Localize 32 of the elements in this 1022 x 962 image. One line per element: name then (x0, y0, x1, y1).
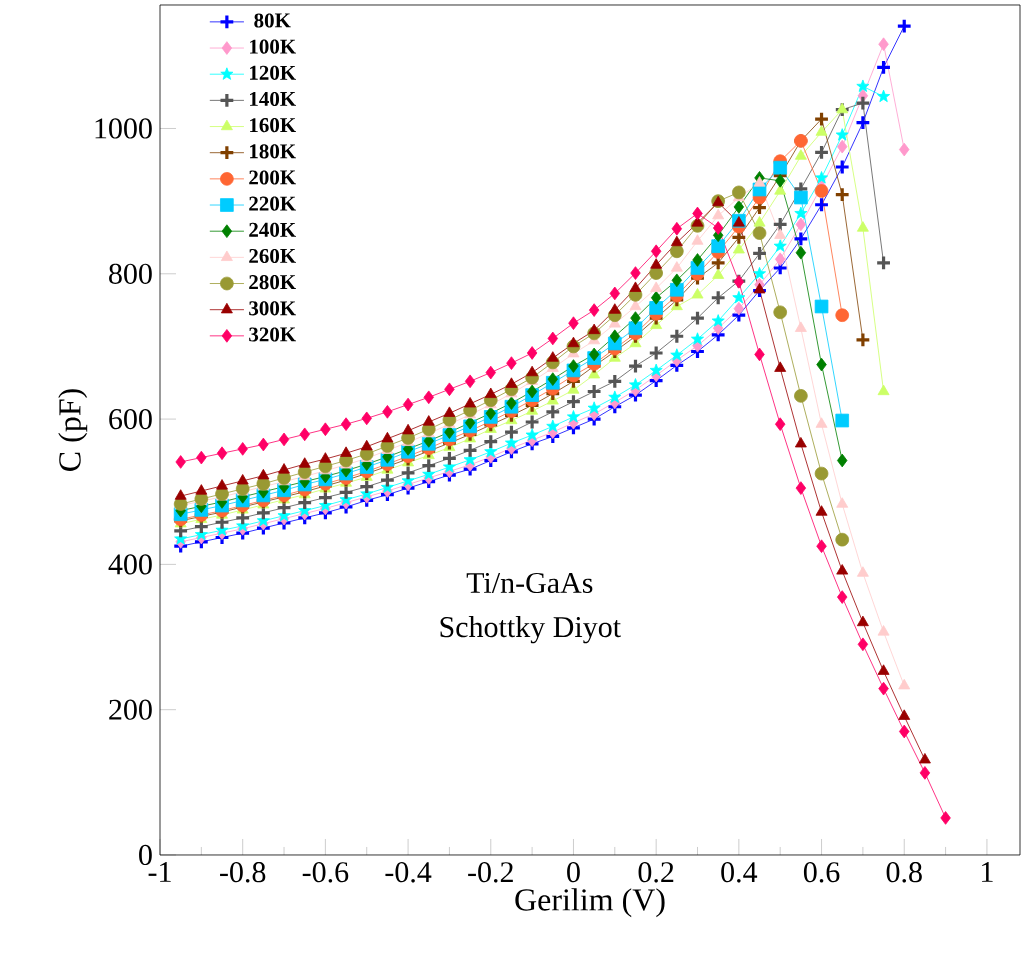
x-tick-label: 0.2 (638, 862, 674, 883)
y-tick-label: 800 (109, 263, 152, 284)
legend-label: 260K (249, 248, 296, 264)
legend-label: 120K (250, 65, 296, 80)
y-tick-label: 600 (109, 408, 152, 430)
x-tick-label: 0.6 (803, 862, 840, 883)
x-tick-label: -0.2 (468, 862, 513, 883)
legend-label: 180K (250, 144, 296, 159)
legend-label: 320K (249, 327, 296, 342)
legend-label: 280K (249, 275, 296, 290)
legend-label: 140K (250, 91, 296, 107)
legend-label: 200K (249, 170, 296, 185)
x-tick-label: 0 (567, 862, 580, 883)
y-axis-title: C (pF) (58, 389, 88, 471)
y-tick-label: 200 (109, 699, 152, 720)
legend-label: 220K (249, 196, 296, 211)
y-tick-label: 400 (108, 554, 152, 575)
x-tick-label: -0.4 (385, 862, 432, 883)
y-tick-label: 1000 (95, 118, 152, 139)
x-tick-label: 0.8 (886, 862, 922, 883)
annotation: Ti/n-GaAs (466, 572, 593, 594)
legend-label: 80K (254, 13, 291, 28)
x-tick-label: 1 (982, 862, 993, 882)
legend-label: 100K (250, 39, 296, 54)
annotation: Schottky Diyot (440, 616, 621, 644)
x-tick-label: 0.4 (721, 862, 758, 883)
x-axis-title: Gerilim (V) (515, 888, 665, 918)
x-tick-label: -0.6 (302, 862, 349, 883)
legend-label: 160K (250, 118, 296, 133)
legend-label: 240K (249, 222, 296, 237)
legend-label: 300K (249, 301, 296, 316)
x-tick-label: -0.8 (220, 862, 266, 883)
